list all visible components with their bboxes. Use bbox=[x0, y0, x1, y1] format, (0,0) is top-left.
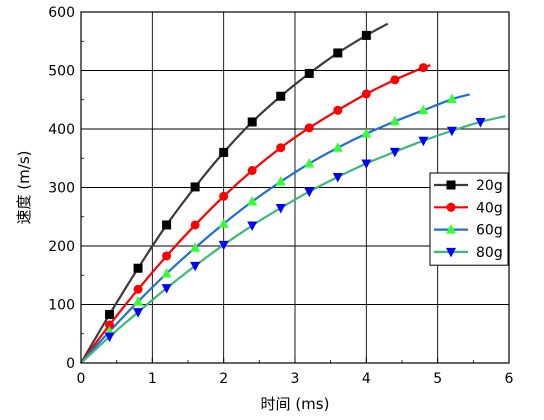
data-point-60g bbox=[361, 128, 372, 138]
data-point-80g bbox=[361, 159, 372, 170]
data-point-40g bbox=[105, 320, 115, 330]
data-point-80g bbox=[133, 308, 144, 318]
data-point-80g bbox=[332, 172, 343, 183]
data-point-40g bbox=[190, 220, 200, 230]
legend-label-80g: 80g bbox=[476, 245, 503, 261]
series-line-60g bbox=[80, 93, 471, 364]
tick-labels: 0 1 2 3 4 5 6 0 100 200 300 400 500 600 bbox=[48, 5, 513, 387]
data-point-40g bbox=[276, 143, 286, 153]
data-point-40g bbox=[133, 284, 143, 294]
data-point-80g bbox=[418, 136, 429, 147]
data-point-40g bbox=[361, 89, 371, 99]
data-point-80g bbox=[475, 117, 486, 128]
y-tick-label: 300 bbox=[48, 181, 75, 197]
x-tick-label: 4 bbox=[362, 371, 371, 387]
legend-label-40g: 40g bbox=[476, 200, 503, 216]
data-point-40g bbox=[304, 123, 314, 133]
legend-marker-40g bbox=[446, 202, 456, 212]
x-tick-label: 1 bbox=[148, 371, 157, 387]
y-tick-label: 200 bbox=[48, 239, 75, 255]
legend-marker-80g bbox=[446, 247, 456, 258]
legend-label-20g: 20g bbox=[476, 178, 503, 194]
data-point-60g bbox=[133, 296, 144, 306]
y-tick-label: 500 bbox=[48, 64, 75, 80]
data-point-40g bbox=[333, 105, 343, 115]
data-point-20g bbox=[190, 182, 200, 192]
series-line-80g bbox=[80, 115, 506, 364]
y-axis-label: 速度 (m/s) bbox=[15, 151, 33, 225]
x-tick-label: 5 bbox=[433, 371, 442, 387]
axis-ticks bbox=[80, 11, 510, 364]
data-point-60g bbox=[418, 104, 429, 115]
legend-marker-60g bbox=[446, 224, 456, 234]
data-point-60g bbox=[161, 267, 172, 278]
data-point-20g bbox=[361, 30, 371, 40]
data-point-80g bbox=[161, 284, 172, 294]
data-point-60g bbox=[304, 158, 315, 168]
legend: 20g 40g 60g 80g bbox=[429, 172, 509, 266]
y-tick-label: 400 bbox=[48, 122, 75, 138]
data-point-40g bbox=[247, 166, 257, 176]
data-point-20g bbox=[276, 91, 286, 101]
x-axis-label: 时间 (ms) bbox=[261, 395, 330, 413]
data-point-60g bbox=[247, 196, 258, 206]
y-tick-label: 0 bbox=[66, 356, 75, 372]
data-point-40g bbox=[219, 191, 229, 201]
data-point-20g bbox=[333, 48, 343, 58]
x-tick-label: 3 bbox=[291, 371, 300, 387]
data-point-20g bbox=[133, 263, 143, 273]
data-point-60g bbox=[275, 176, 286, 186]
data-point-20g bbox=[304, 68, 314, 78]
data-point-80g bbox=[190, 261, 201, 272]
data-point-40g bbox=[390, 75, 400, 85]
x-tick-label: 0 bbox=[77, 371, 86, 387]
data-point-60g bbox=[446, 93, 457, 104]
x-tick-label: 2 bbox=[219, 371, 228, 387]
data-point-80g bbox=[104, 332, 115, 343]
data-point-80g bbox=[247, 221, 258, 232]
data-point-60g bbox=[389, 115, 400, 126]
legend-box bbox=[429, 172, 509, 266]
legend-label-60g: 60g bbox=[476, 223, 503, 239]
data-point-20g bbox=[105, 309, 115, 319]
data-point-40g bbox=[418, 63, 428, 73]
data-point-60g bbox=[190, 242, 201, 252]
y-tick-label: 600 bbox=[48, 5, 75, 21]
series-markers bbox=[104, 30, 486, 343]
data-point-20g bbox=[219, 147, 229, 157]
x-tick-label: 6 bbox=[505, 371, 514, 387]
data-point-40g bbox=[162, 251, 172, 261]
data-point-60g bbox=[332, 142, 343, 152]
legend-marker-20g bbox=[446, 180, 456, 190]
data-point-20g bbox=[162, 220, 172, 230]
data-point-80g bbox=[389, 147, 400, 158]
data-point-80g bbox=[275, 203, 286, 214]
data-point-60g bbox=[218, 218, 229, 228]
y-tick-label: 100 bbox=[48, 298, 75, 314]
data-point-80g bbox=[446, 126, 457, 137]
data-point-80g bbox=[304, 187, 315, 198]
data-point-20g bbox=[247, 117, 257, 127]
data-point-80g bbox=[218, 240, 229, 251]
series-line-40g bbox=[80, 64, 431, 364]
